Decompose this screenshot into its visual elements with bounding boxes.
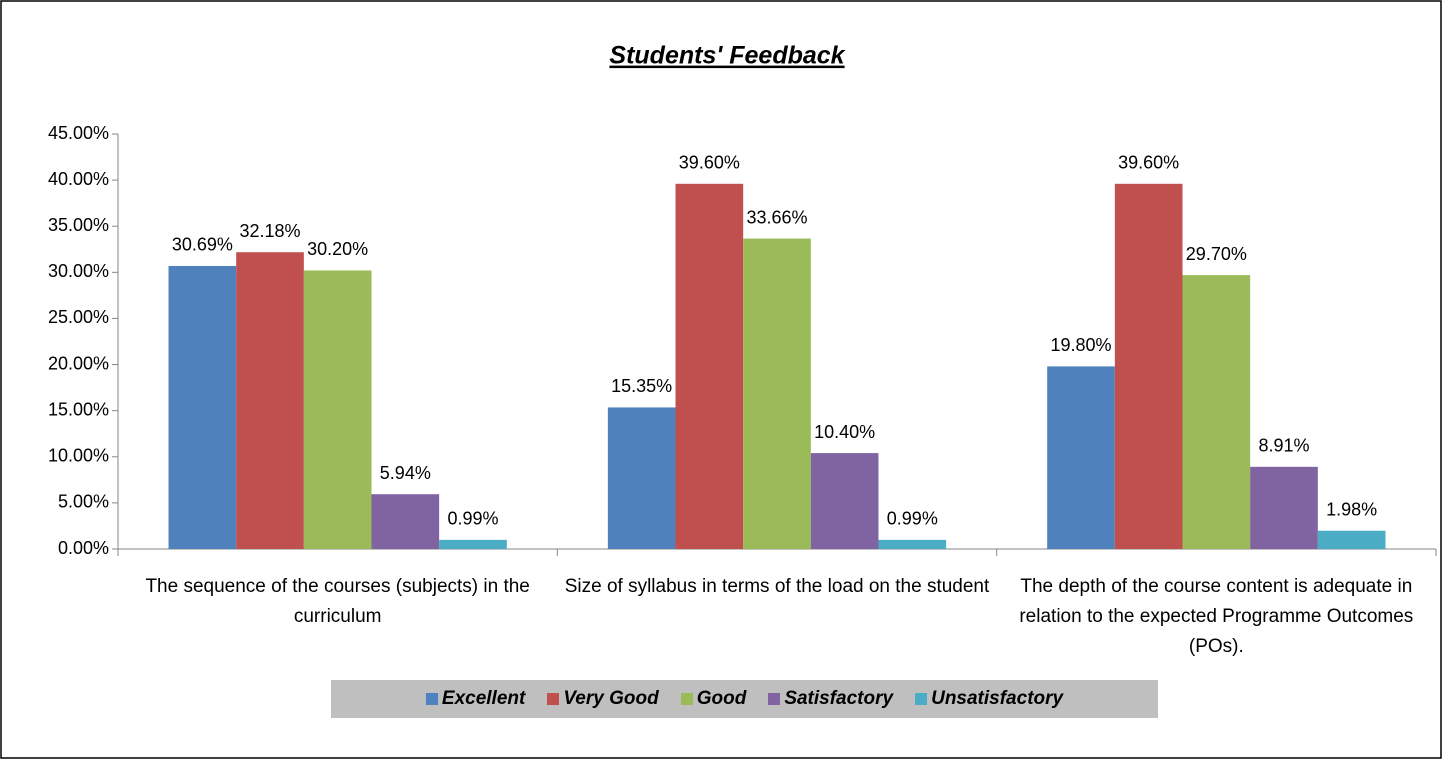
bar: [743, 238, 811, 549]
bar: [1047, 366, 1115, 549]
y-tick-label: 30.00%: [48, 261, 109, 281]
legend-label: Very Good: [563, 688, 659, 709]
bar: [675, 183, 744, 550]
legend-item: Very Good: [547, 688, 659, 710]
y-tick-label: 15.00%: [48, 399, 109, 419]
value-label: 19.80%: [1050, 335, 1111, 355]
y-tick-label: 5.00%: [58, 492, 109, 512]
x-tick-label: The sequence of the courses (subjects) i…: [145, 576, 530, 627]
legend-item: Excellent: [425, 688, 526, 710]
bar: [1250, 466, 1318, 549]
y-tick-label: 40.00%: [48, 169, 109, 189]
value-label: 10.40%: [814, 422, 875, 442]
legend: Excellent Very Good Good Satisfactory Unsati…: [331, 680, 1158, 718]
value-label: 30.69%: [172, 235, 233, 255]
bar: [303, 270, 372, 549]
value-label: 5.94%: [380, 463, 431, 483]
value-label: 29.70%: [1186, 244, 1247, 264]
y-tick-label: 0.00%: [58, 538, 109, 558]
chart-title: Students' Feedback: [609, 42, 845, 70]
value-label: 39.60%: [1118, 153, 1179, 173]
legend-swatch: [547, 693, 560, 705]
legend-item: Good: [680, 688, 747, 710]
y-tick-label: 25.00%: [48, 307, 109, 327]
value-label: 39.60%: [679, 153, 740, 173]
legend-label: Unsatisfactory: [931, 688, 1064, 709]
y-tick-label: 20.00%: [48, 353, 109, 373]
value-label: 0.99%: [447, 509, 498, 529]
bar: [1182, 275, 1251, 549]
legend-label: Excellent: [441, 688, 526, 709]
y-tick-label: 35.00%: [48, 215, 109, 235]
legend-swatch: [425, 693, 438, 705]
legend-swatch: [768, 693, 781, 705]
value-label: 1.98%: [1326, 499, 1377, 519]
value-label: 32.18%: [239, 221, 300, 241]
legend-swatch: [915, 693, 928, 705]
bar: [810, 453, 879, 549]
bar: [1317, 530, 1386, 549]
bar: [236, 252, 304, 549]
value-label: 15.35%: [611, 376, 672, 396]
value-label: 8.91%: [1258, 436, 1309, 456]
y-tick-label: 10.00%: [48, 446, 109, 466]
x-tick-label: Size of syllabus in terms of the load on…: [564, 576, 990, 597]
legend-item: Unsatisfactory: [915, 688, 1063, 710]
y-tick-label: 45.00%: [48, 123, 109, 143]
x-tick-label: The depth of the course content is adequ…: [1019, 576, 1414, 657]
bar: [878, 539, 947, 549]
bar: [371, 494, 440, 549]
bar: [439, 539, 507, 549]
legend-label: Satisfactory: [784, 688, 894, 709]
bar: [607, 407, 676, 549]
legend-item: Satisfactory: [768, 688, 893, 710]
legend-swatch: [680, 693, 693, 705]
value-label: 30.20%: [307, 239, 368, 259]
bar: [1114, 183, 1183, 550]
value-label: 0.99%: [887, 509, 938, 529]
value-label: 33.66%: [746, 207, 807, 227]
bar: [168, 265, 237, 549]
legend-label: Good: [696, 688, 747, 709]
